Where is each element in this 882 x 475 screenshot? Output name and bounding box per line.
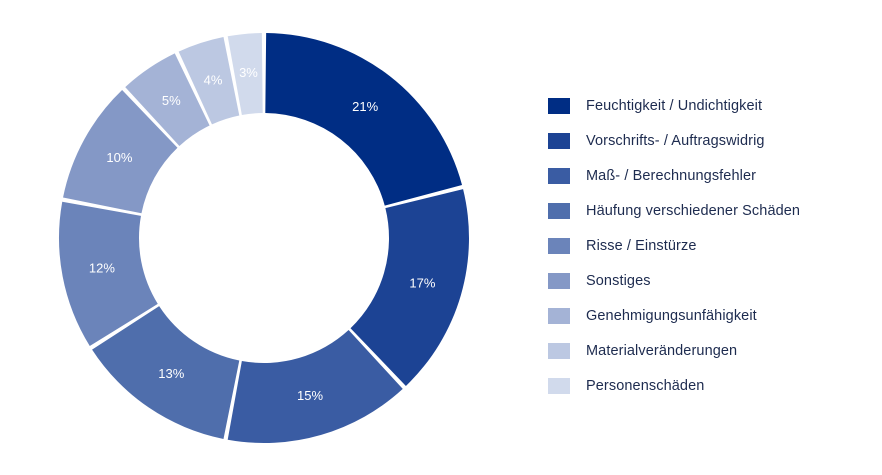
legend-swatch (548, 97, 570, 114)
legend-label: Vorschrifts- / Auftragswidrig (586, 132, 765, 149)
legend-swatch (548, 272, 570, 289)
legend-label: Genehmigungsunfähigkeit (586, 307, 757, 324)
slice-percent-label: 5% (162, 93, 181, 108)
slice-percent-label: 21% (352, 99, 378, 114)
donut-chart: 21% 17% 15% 13% 12% 10% 5% 4% 3% (58, 33, 469, 444)
slice-percent-label: 13% (158, 366, 184, 381)
chart-legend: Feuchtigkeit / Undichtigkeit Vorschrifts-… (548, 88, 800, 403)
legend-item: Vorschrifts- / Auftragswidrig (548, 123, 800, 158)
donut-slice (178, 37, 240, 125)
legend-swatch (548, 342, 570, 359)
legend-label: Sonstiges (586, 272, 651, 289)
legend-swatch (548, 307, 570, 324)
legend-swatch (548, 167, 570, 184)
legend-swatch (548, 202, 570, 219)
donut-slice (227, 330, 403, 444)
legend-item: Maß- / Berechnungsfehler (548, 158, 800, 193)
donut-slice (350, 189, 469, 386)
legend-item: Materialveränderungen (548, 333, 800, 368)
legend-label: Risse / Einstürze (586, 237, 697, 254)
donut-slice (265, 33, 463, 206)
donut-slice (92, 306, 240, 439)
donut-slice (63, 90, 178, 214)
slice-percent-label: 17% (409, 275, 435, 290)
legend-swatch (548, 377, 570, 394)
legend-label: Personenschäden (586, 377, 705, 394)
donut-slice (125, 53, 210, 146)
slice-percent-label: 10% (106, 150, 132, 165)
donut-slice (58, 201, 158, 347)
slice-percent-label: 4% (204, 73, 223, 88)
legend-item: Risse / Einstürze (548, 228, 800, 263)
legend-label: Materialveränderungen (586, 342, 738, 359)
slice-percent-label: 12% (89, 260, 115, 275)
legend-label: Maß- / Berechnungsfehler (586, 167, 757, 184)
slice-percent-label: 15% (297, 388, 323, 403)
legend-item: Personenschäden (548, 368, 800, 403)
donut-slice (227, 33, 263, 115)
legend-label: Häufung verschiedener Schäden (586, 202, 801, 219)
legend-swatch (548, 237, 570, 254)
legend-item: Genehmigungsunfähigkeit (548, 298, 800, 333)
legend-label: Feuchtigkeit / Undichtigkeit (586, 97, 763, 114)
legend-item: Sonstiges (548, 263, 800, 298)
slice-percent-label: 3% (239, 65, 258, 80)
legend-item: Häufung verschiedener Schäden (548, 193, 800, 228)
legend-item: Feuchtigkeit / Undichtigkeit (548, 88, 800, 123)
legend-swatch (548, 132, 570, 149)
